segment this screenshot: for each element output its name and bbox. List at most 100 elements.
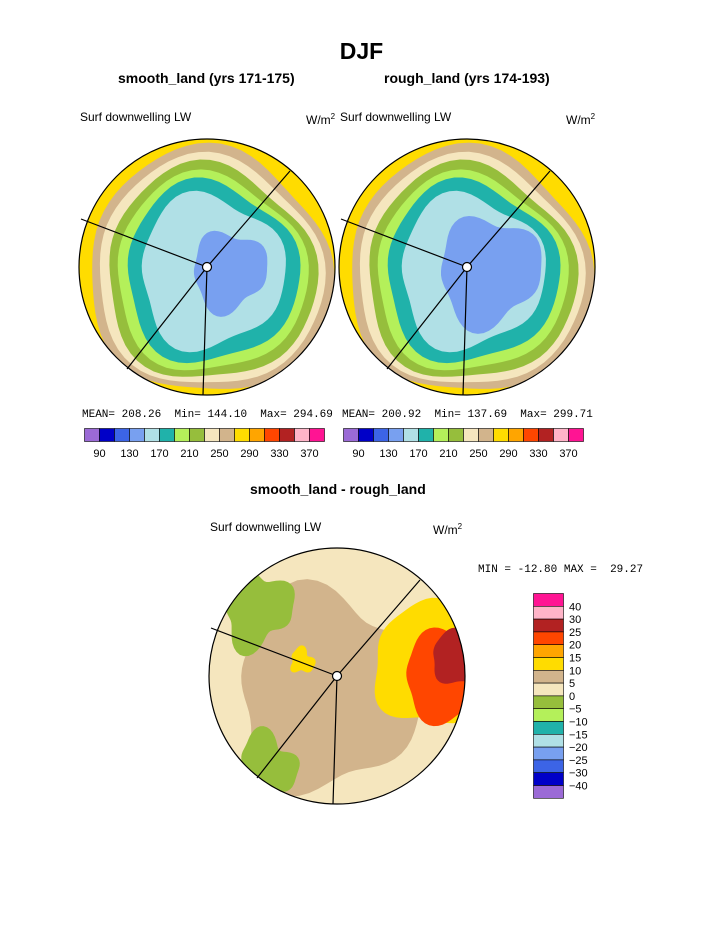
rough-colorbar-tick-label: 170: [409, 448, 427, 460]
smooth-colorbar-swatch: [174, 428, 190, 442]
diff-polar-map: [208, 547, 466, 805]
diff-pole-marker: [331, 670, 343, 682]
smooth-colorbar-tick-label: 290: [240, 448, 258, 460]
smooth-units-label: W/m2: [306, 112, 336, 127]
diff-colorbar-tick-label: −30: [569, 768, 588, 780]
smooth-colorbar-tick-label: 130: [120, 448, 138, 460]
rough-colorbar-swatch: [508, 428, 524, 442]
diff-colorbar-tick-label: −15: [569, 729, 588, 741]
rough-colorbar-swatch: [433, 428, 449, 442]
diff-stats: MIN = -12.80 MAX = 29.27: [478, 564, 644, 576]
smooth-colorbar-swatch: [129, 428, 145, 442]
smooth-colorbar-swatch: [159, 428, 175, 442]
smooth-colorbar-tick-label: 170: [150, 448, 168, 460]
rough-colorbar-tick-label: 330: [529, 448, 547, 460]
smooth-colorbar-swatch: [234, 428, 250, 442]
rough-colorbar-swatch: [403, 428, 419, 442]
diff-colorbar-tick-label: −25: [569, 755, 588, 767]
diff-colorbar-tick-label: 20: [569, 640, 581, 652]
rough-colorbar-swatch: [538, 428, 554, 442]
diff-contour-band: [433, 627, 465, 684]
diff-colorbar-tick-label: 30: [569, 614, 581, 626]
diff-colorbar-swatch: [533, 644, 564, 658]
smooth-meridian-line: [126, 266, 208, 370]
diff-meridian-line: [332, 675, 338, 805]
diff-colorbar-swatch: [533, 682, 564, 697]
rough-colorbar-swatch: [388, 428, 404, 442]
smooth-colorbar-swatch: [114, 428, 130, 442]
rough-colorbar-swatch: [478, 428, 494, 442]
diff-colorbar-swatch: [533, 746, 564, 761]
smooth-colorbar: 90 130 170 210 250 290 330 370: [84, 428, 325, 460]
rough-colorbar-swatch: [343, 428, 359, 442]
smooth-contour-band: [193, 230, 268, 317]
diff-colorbar-tick-label: 25: [569, 627, 581, 639]
rough-colorbar-swatch: [493, 428, 509, 442]
diff-colorbar-tick-label: −10: [569, 717, 588, 729]
diff-meridian-line: [256, 675, 338, 779]
smooth-stats: MEAN= 208.26 Min= 144.10 Max= 294.69: [82, 409, 333, 421]
smooth-colorbar-tick-label: 370: [300, 448, 318, 460]
diff-meridian-line: [336, 579, 421, 677]
smooth-colorbar-swatch: [144, 428, 160, 442]
smooth-variable-label: Surf downwelling LW: [80, 110, 192, 124]
smooth-colorbar-tick-label: 210: [180, 448, 198, 460]
smooth-pole-marker: [201, 261, 213, 273]
diff-colorbar-swatch: [533, 618, 564, 633]
diff-colorbar-tick-label: 40: [569, 601, 581, 613]
diff-colorbar-swatch: [533, 759, 564, 773]
rough-colorbar-swatch: [553, 428, 569, 442]
smooth-colorbar-swatch: [204, 428, 220, 442]
rough-meridian-line: [466, 170, 551, 268]
rough-colorbar-tick-label: 90: [352, 448, 364, 460]
smooth-colorbar-tick-label: 90: [93, 448, 105, 460]
rough-colorbar-swatch: [448, 428, 464, 442]
diff-colorbar-tick-label: 15: [569, 653, 581, 665]
rough-map-border: [338, 138, 596, 396]
diff-colorbar-swatch: [533, 734, 564, 748]
rough-colorbar-tick-label: 130: [379, 448, 397, 460]
page-title: DJF: [339, 38, 384, 64]
diff-colorbar-swatch: [533, 670, 564, 684]
diff-colorbar-swatch: [533, 695, 564, 710]
smooth-colorbar-swatch: [294, 428, 310, 442]
smooth-polar-map: [78, 138, 336, 396]
smooth-meridian-line: [80, 218, 208, 268]
smooth-colorbar-swatch: [249, 428, 265, 442]
diff-colorbar-swatch: [533, 631, 564, 646]
diff-variable-label: Surf downwelling LW: [210, 520, 322, 534]
smooth-colorbar-swatch: [219, 428, 235, 442]
rough-units-label: W/m2: [566, 112, 596, 127]
smooth-meridian-line: [202, 266, 208, 396]
diff-colorbar-tick-label: 0: [569, 691, 575, 703]
rough-colorbar-tick-label: 250: [469, 448, 487, 460]
diff-colorbar-tick-label: −5: [569, 704, 582, 716]
rough-colorbar: 90 130 170 210 250 290 330 370: [343, 428, 584, 460]
diff-colorbar-tick-label: −40: [569, 781, 588, 793]
diff-colorbar-tick-label: 10: [569, 665, 581, 677]
rough-meridian-line: [462, 266, 468, 396]
diff-colorbar-swatch: [533, 772, 564, 786]
diff-colorbar-tick-label: 5: [569, 678, 575, 690]
diff-colorbar-swatch: [533, 708, 564, 722]
rough-panel-title: rough_land (yrs 174-193): [384, 70, 550, 86]
diff-contour-band: [241, 579, 426, 797]
diff-colorbar-swatch: [533, 721, 564, 735]
smooth-colorbar-swatch: [279, 428, 295, 442]
rough-colorbar-swatch: [358, 428, 374, 442]
rough-pole-marker: [461, 261, 473, 273]
smooth-colorbar-swatch: [264, 428, 280, 442]
diff-colorbar-swatch: [533, 785, 564, 799]
rough-colorbar-swatch: [418, 428, 434, 442]
smooth-map-border: [78, 138, 336, 396]
rough-colorbar-swatch: [523, 428, 539, 442]
rough-colorbar-swatch: [373, 428, 389, 442]
smooth-colorbar-swatch: [309, 428, 325, 442]
smooth-colorbar-swatch: [189, 428, 205, 442]
smooth-colorbar-swatch: [99, 428, 115, 442]
diff-map-border: [208, 547, 466, 805]
rough-colorbar-swatch: [463, 428, 479, 442]
diff-colorbar-swatch: [533, 657, 564, 671]
diff-meridian-line: [210, 627, 338, 677]
